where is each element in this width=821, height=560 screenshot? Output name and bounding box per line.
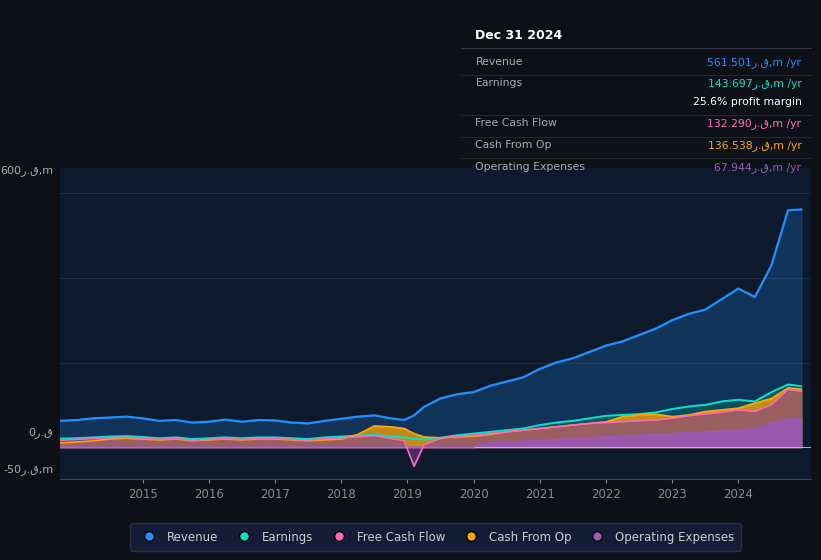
Text: -50ر.ق,m: -50ر.ق,m	[3, 464, 53, 475]
Text: Cash From Op: Cash From Op	[475, 140, 552, 150]
Text: 0ر.ق: 0ر.ق	[29, 427, 53, 438]
Legend: Revenue, Earnings, Free Cash Flow, Cash From Op, Operating Expenses: Revenue, Earnings, Free Cash Flow, Cash …	[130, 524, 741, 550]
Text: Operating Expenses: Operating Expenses	[475, 161, 585, 171]
Text: 561.501ر.ق,m /yr: 561.501ر.ق,m /yr	[708, 57, 801, 68]
Text: 132.290ر.ق,m /yr: 132.290ر.ق,m /yr	[708, 119, 801, 129]
Text: Earnings: Earnings	[475, 78, 522, 88]
Text: 25.6% profit margin: 25.6% profit margin	[693, 97, 801, 107]
Text: 600ر.ق,m: 600ر.ق,m	[0, 165, 53, 176]
Text: 143.697ر.ق,m /yr: 143.697ر.ق,m /yr	[708, 78, 801, 90]
Text: Free Cash Flow: Free Cash Flow	[475, 119, 557, 128]
Text: Revenue: Revenue	[475, 57, 523, 67]
Text: Dec 31 2024: Dec 31 2024	[475, 29, 562, 42]
Text: 67.944ر.ق,m /yr: 67.944ر.ق,m /yr	[714, 161, 801, 172]
Text: 136.538ر.ق,m /yr: 136.538ر.ق,m /yr	[708, 140, 801, 151]
